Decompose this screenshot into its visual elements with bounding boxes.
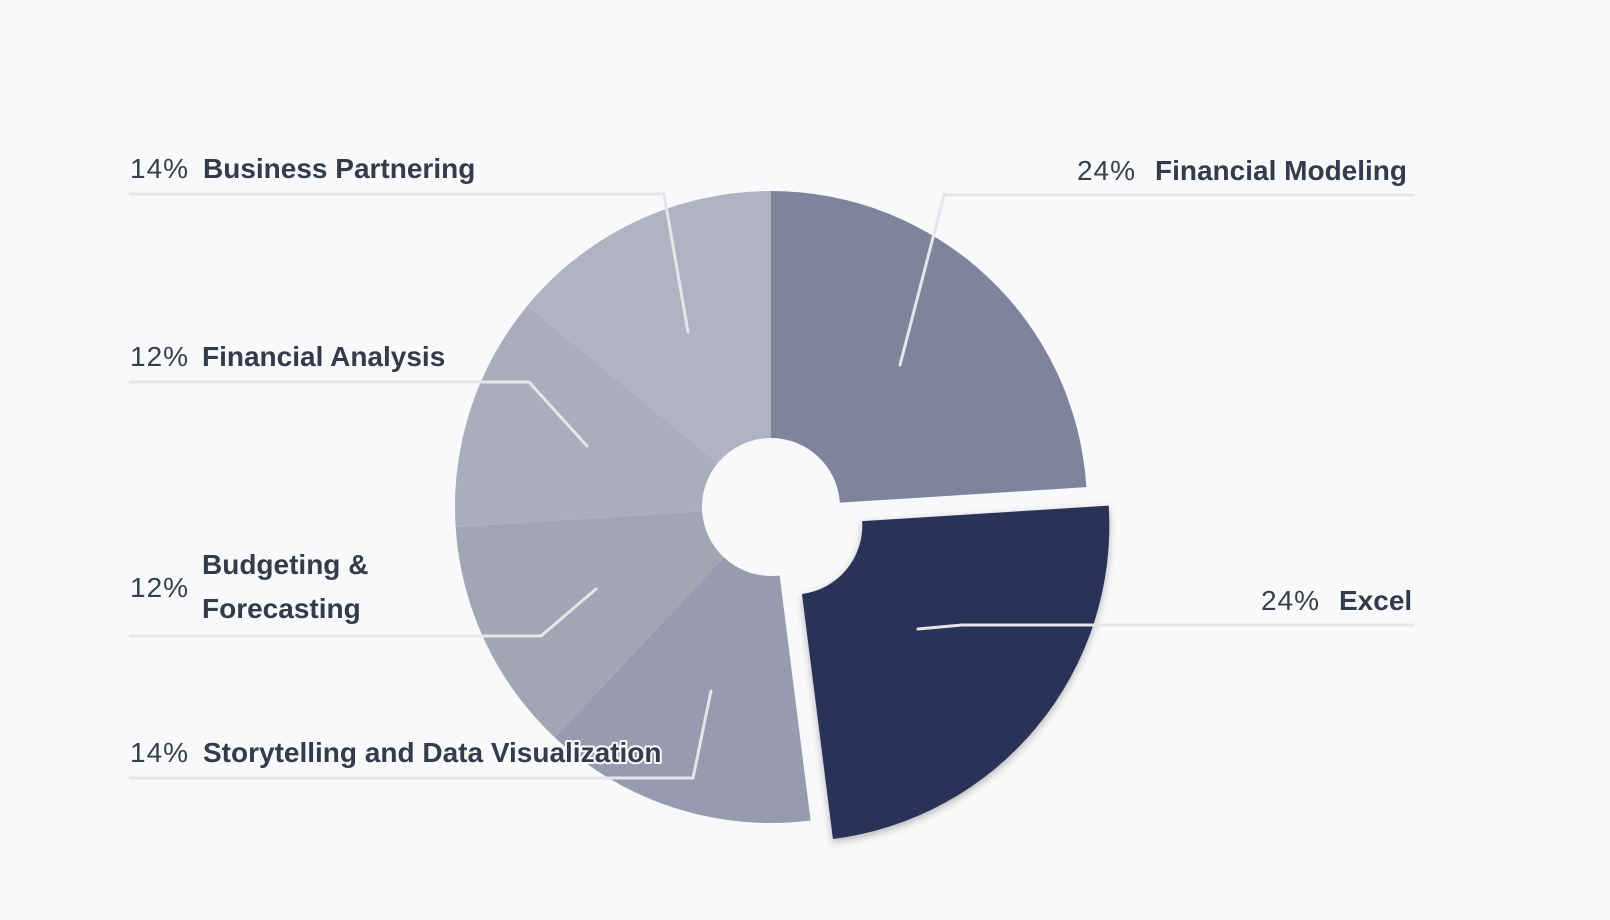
category-label-excel: Excel	[1339, 585, 1412, 616]
pie-slices	[454, 191, 1110, 839]
category-label-financial-modeling: Financial Modeling	[1155, 155, 1407, 186]
leader-line-excel	[916, 623, 1415, 631]
percent-label-business-partnering: 14%	[130, 153, 189, 184]
percent-label-excel: 24%	[1261, 585, 1320, 616]
category-label-storytelling-and-data-visualization: Storytelling and Data Visualization	[203, 737, 661, 768]
slice-business-partnering[interactable]	[527, 191, 771, 464]
leader-line-financial-modeling	[898, 193, 1415, 367]
leader-line-business-partnering	[128, 192, 690, 334]
slice-storytelling-and-data-visualization[interactable]	[554, 557, 811, 824]
leader-line-budgeting-and-forecasting	[128, 587, 598, 638]
leader-lines	[128, 192, 1415, 780]
slice-labels: 24% Financial Modeling 24% Excel 14% Storytel…	[130, 151, 1414, 770]
slice-financial-analysis[interactable]	[454, 305, 718, 527]
category-label-financial-analysis: Financial Analysis	[202, 341, 445, 372]
category-label-budgeting-and-forecasting: Budgeting & Forecasting	[202, 549, 368, 624]
slice-excel[interactable]	[801, 505, 1110, 839]
leader-line-storytelling-and-data-visualization	[128, 689, 713, 780]
slice-financial-modeling[interactable]	[771, 191, 1087, 503]
percent-label-storytelling-and-data-visualization: 14%	[130, 737, 189, 768]
leader-line-financial-analysis	[128, 380, 589, 448]
percent-label-budgeting-and-forecasting: 12%	[130, 572, 189, 603]
percent-label-financial-analysis: 12%	[130, 341, 189, 372]
slice-budgeting-and-forecasting[interactable]	[455, 511, 724, 738]
percent-label-financial-modeling: 24%	[1077, 155, 1136, 186]
category-label-business-partnering: Business Partnering	[203, 153, 475, 184]
